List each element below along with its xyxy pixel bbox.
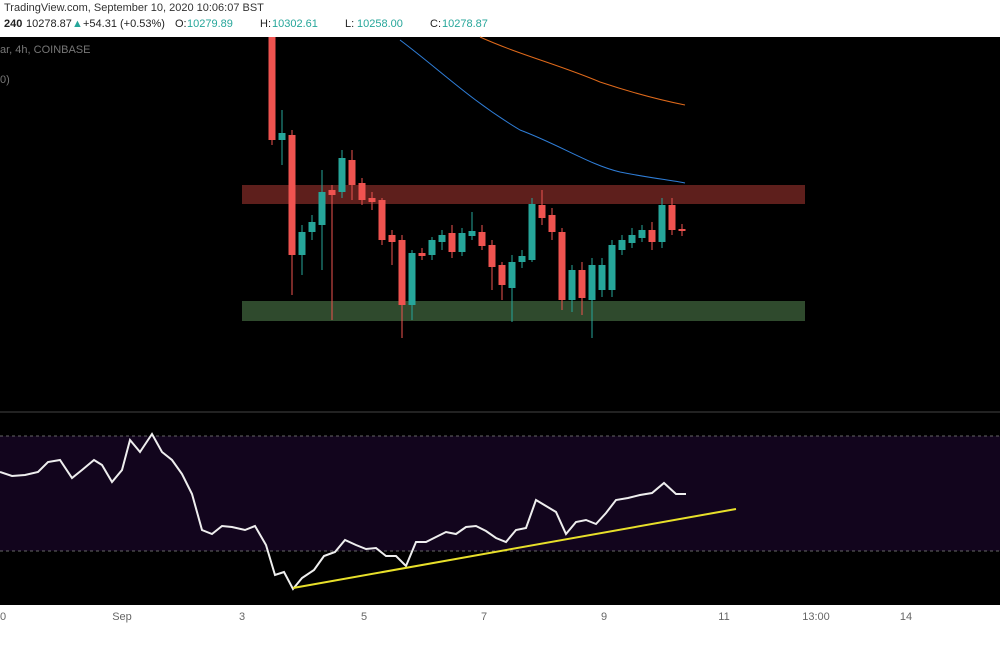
candle-body — [488, 245, 496, 267]
candles — [268, 37, 686, 338]
ohlc-label: H: — [260, 18, 271, 30]
candle-body — [448, 233, 456, 252]
candle-body — [638, 230, 646, 238]
candle-body — [288, 135, 296, 255]
candle-body — [568, 270, 576, 300]
candle-body — [278, 133, 286, 140]
ohlc-label: O: — [175, 18, 187, 30]
rsi-line — [0, 432, 686, 591]
ohlc: O: 10279.89 H: 10302.61 L: 10258.00 C: 10278.87 — [175, 18, 488, 30]
ohlc-value: 10302.61 — [272, 18, 318, 30]
x-tick-label: 11 — [718, 611, 729, 623]
x-tick-label: 7 — [481, 611, 487, 623]
symbol-line: ar, 4h, COINBASE — [0, 44, 90, 56]
rsi-band — [0, 436, 1000, 551]
ohlc-label: L: — [345, 18, 354, 30]
arrow: ▲ — [72, 18, 83, 30]
candle-body — [608, 245, 616, 290]
candle-body — [338, 158, 346, 192]
candle-body — [598, 265, 606, 290]
candle-body — [298, 232, 306, 255]
candle-body — [558, 232, 566, 300]
ohlc-value: 10278.87 — [442, 18, 488, 30]
candle-body — [658, 205, 666, 242]
candle-body — [468, 231, 476, 236]
ohlc-value: 10258.00 — [357, 18, 403, 30]
candle-body — [578, 270, 586, 298]
x-tick-label: 14 — [900, 611, 912, 623]
price: 10278.87 — [26, 18, 72, 30]
candle-body — [428, 240, 436, 255]
candle-body — [498, 265, 506, 285]
candle-body — [398, 240, 406, 305]
trendline — [292, 508, 737, 589]
x-axis-bg — [0, 605, 1000, 660]
candle-body — [408, 253, 416, 305]
candle-body — [268, 37, 276, 140]
candle-body — [478, 232, 486, 246]
candle-body — [358, 183, 366, 200]
candle-body — [668, 205, 676, 230]
x-tick-label: 9 — [601, 611, 607, 623]
candle-body — [518, 256, 526, 262]
ohlc-value: 10279.89 — [187, 18, 233, 30]
candle-body — [458, 233, 466, 252]
x-tick-label: 5 — [361, 611, 367, 623]
indicator-line: 0) — [0, 74, 10, 86]
x-tick-label: Sep — [112, 611, 132, 623]
candle-body — [548, 215, 556, 232]
candle-body — [418, 253, 426, 256]
candle-body — [508, 262, 516, 288]
candle-body — [678, 229, 686, 231]
candle-body — [308, 222, 316, 232]
support-zone — [242, 301, 805, 321]
x-tick-label: 0 — [0, 611, 6, 623]
candle-body — [368, 198, 376, 202]
candle-body — [388, 235, 396, 242]
x-tick-label: 13:00 — [802, 611, 830, 623]
candle-body — [538, 205, 546, 218]
candle-body — [628, 235, 636, 243]
ma-blue — [399, 39, 686, 184]
candle-body — [318, 192, 326, 225]
candle-body — [438, 235, 446, 242]
header-bg — [0, 0, 1000, 37]
x-axis: 0 Sep 3 5 7 9 11 13:00 14 — [0, 611, 912, 623]
resistance-zone — [242, 185, 805, 204]
title: TradingView.com, September 10, 2020 10:0… — [4, 2, 264, 14]
candle-body — [588, 265, 596, 300]
candle-body — [528, 204, 536, 260]
candle-body — [648, 230, 656, 242]
x-tick-label: 3 — [239, 611, 245, 623]
interval: 240 — [4, 18, 22, 30]
candle-body — [618, 240, 626, 250]
ohlc-label: C: — [430, 18, 441, 30]
candle-body — [348, 160, 356, 185]
candle-body — [378, 200, 386, 240]
candle-body — [328, 190, 336, 195]
ma-orange — [479, 36, 686, 106]
change: +54.31 (+0.53%) — [83, 18, 165, 30]
